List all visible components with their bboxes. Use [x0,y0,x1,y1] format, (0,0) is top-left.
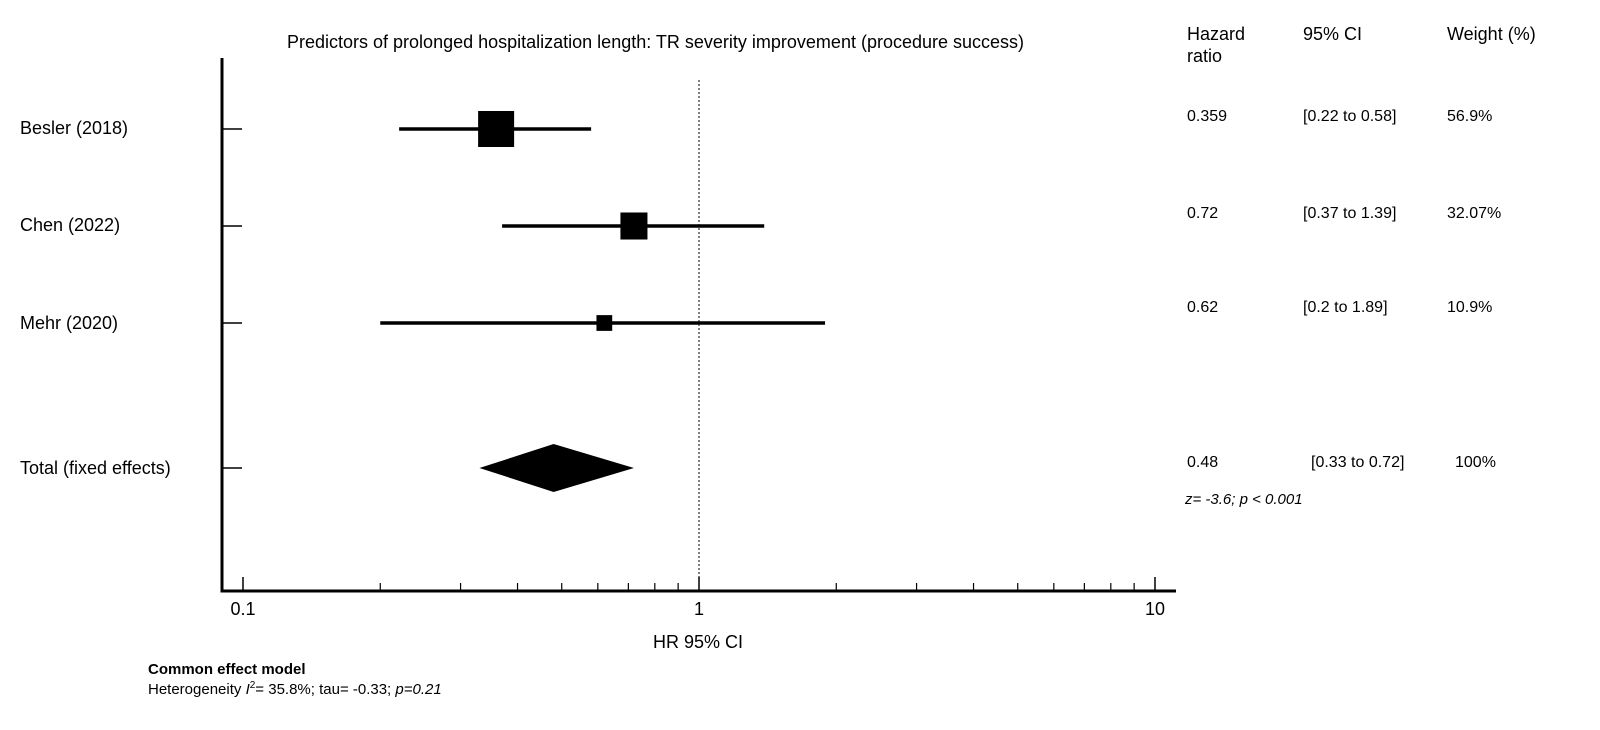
total-ci-value: [0.33 to 0.72] [1311,454,1405,471]
x-tick-label: 1 [694,599,704,619]
column-header-weight: Weight (%) [1447,24,1536,44]
study-label: Besler (2018) [20,118,129,138]
weight-value: 56.9% [1447,108,1493,125]
model-title: Common effect model [148,661,306,678]
heterogeneity-p: p=0.21 [395,681,442,698]
heterogeneity-stats: = 35.8%; tau= -0.33; [255,681,396,698]
ci-value: [0.2 to 1.89] [1303,299,1388,316]
i2-symbol: I [245,681,250,698]
hr-value: 0.72 [1187,205,1219,222]
chart-title: Predictors of prolonged hospitalization … [287,32,1025,52]
weight-value: 10.9% [1447,299,1493,316]
x-axis-label: HR 95% CI [653,632,744,652]
i2-superscript: 2 [249,680,256,691]
study-label: Chen (2022) [20,215,121,235]
total-label: Total (fixed effects) [20,458,171,478]
weight-value: 32.07% [1447,205,1502,222]
heterogeneity-prefix: Heterogeneity [148,681,246,698]
hr-header-line2: ratio [1187,46,1223,66]
ci-value: [0.37 to 1.39] [1303,205,1397,222]
total-hr-value: 0.48 [1187,454,1219,471]
x-tick-label: 0.1 [230,599,255,619]
column-header-hazard-ratio: Hazard ratio [1187,25,1245,65]
total-weight-value: 100% [1455,454,1496,471]
hr-header-line1: Hazard [1187,24,1246,44]
study-marker [620,212,648,240]
x-tick-label: 10 [1145,599,1165,619]
column-header-ci: 95% CI [1303,24,1363,44]
total-diamond [479,444,634,492]
z-test-text: z= -3.6; p < 0.001 [1185,491,1303,508]
study-label: Mehr (2020) [20,313,119,333]
ci-value: [0.22 to 0.58] [1303,108,1397,125]
hr-value: 0.62 [1187,299,1219,316]
hr-value: 0.359 [1187,108,1228,125]
study-marker [596,315,613,331]
study-marker [478,111,515,147]
heterogeneity-text: Heterogeneity I2= 35.8%; tau= -0.33; p=0… [148,680,442,698]
